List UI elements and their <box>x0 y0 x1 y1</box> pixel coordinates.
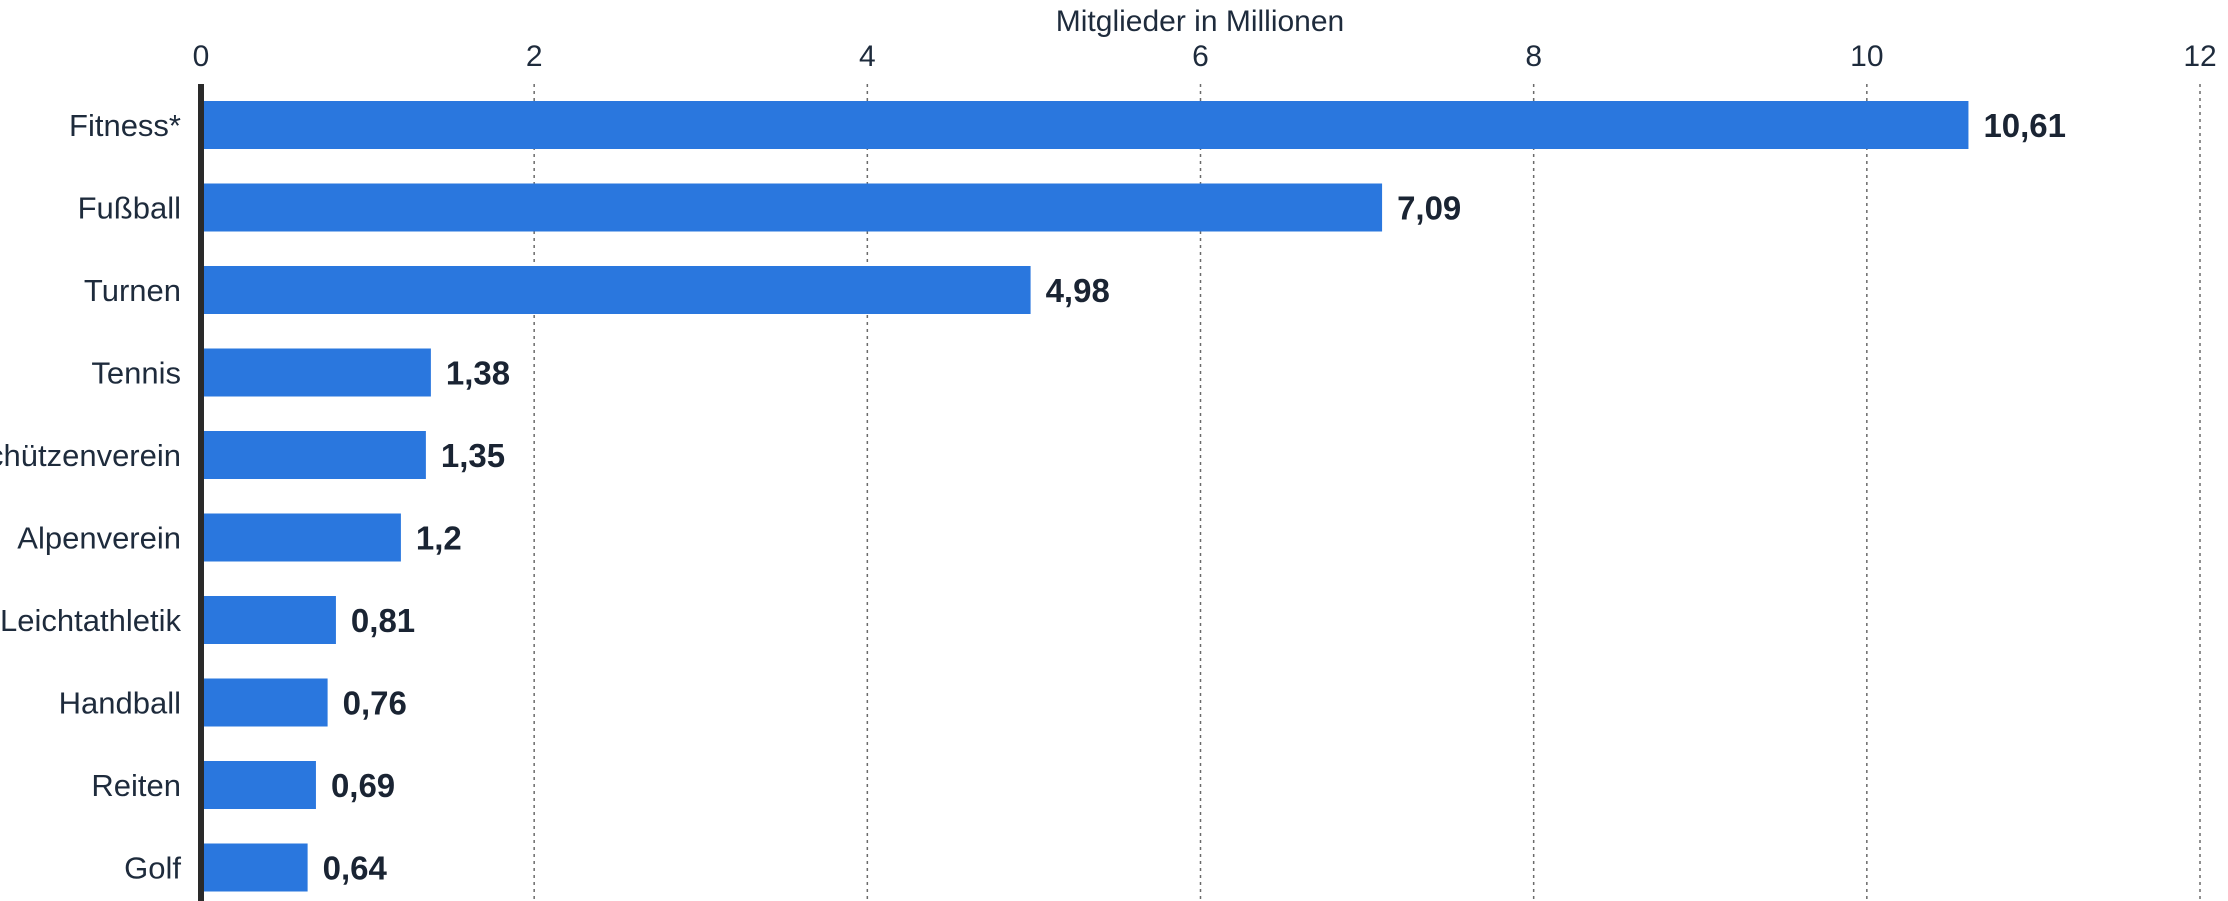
x-tick-label: 2 <box>526 40 543 73</box>
x-axis-title: Mitglieder in Millionen <box>1056 5 1344 38</box>
value-label: 4,98 <box>1046 272 1110 309</box>
value-label: 1,38 <box>446 355 510 392</box>
category-label: Schützenverein <box>0 438 181 473</box>
category-label: Reiten <box>91 768 181 803</box>
value-label: 1,35 <box>441 437 505 474</box>
category-label: Tennis <box>91 356 181 391</box>
x-axis-ticks: 0 2 4 6 8 10 12 <box>193 40 2217 73</box>
value-label: 0,81 <box>351 602 415 639</box>
x-tick-label: 4 <box>859 40 876 73</box>
category-label: Alpenverein <box>17 521 181 556</box>
x-tick-label: 0 <box>193 40 210 73</box>
value-label: 1,2 <box>416 520 462 557</box>
value-label: 0,64 <box>323 850 388 887</box>
bar <box>201 678 328 727</box>
x-tick-label: 8 <box>1525 40 1542 73</box>
value-label: 0,69 <box>331 767 395 804</box>
x-tick-label: 12 <box>2183 40 2216 73</box>
category-label: Leichtathletik <box>0 603 181 638</box>
x-tick-label: 10 <box>1850 40 1883 73</box>
category-label: Handball <box>59 686 181 721</box>
bars <box>201 101 1969 892</box>
category-label: Fußball <box>78 191 181 226</box>
category-label: Golf <box>124 851 181 886</box>
value-label: 0,76 <box>343 685 407 722</box>
value-label: 10,61 <box>1983 107 2066 144</box>
category-labels: Fitness* Fußball Turnen Tennis Schützenverei… <box>0 108 181 886</box>
bar <box>201 266 1031 314</box>
bar <box>201 348 431 397</box>
bar <box>201 431 426 479</box>
bar <box>201 101 1969 149</box>
category-label: Fitness* <box>69 108 181 143</box>
bar <box>201 843 308 892</box>
grid-lines <box>533 84 2201 901</box>
bar <box>201 596 336 644</box>
bar <box>201 183 1383 232</box>
category-label: Turnen <box>84 273 181 308</box>
bar <box>201 761 316 809</box>
value-labels: 10,61 7,09 4,98 1,38 1,35 1,2 0,81 0,76 0,69 0,64 <box>323 107 2066 887</box>
value-label: 7,09 <box>1397 190 1461 227</box>
x-tick-label: 6 <box>1192 40 1209 73</box>
bar <box>201 513 401 562</box>
